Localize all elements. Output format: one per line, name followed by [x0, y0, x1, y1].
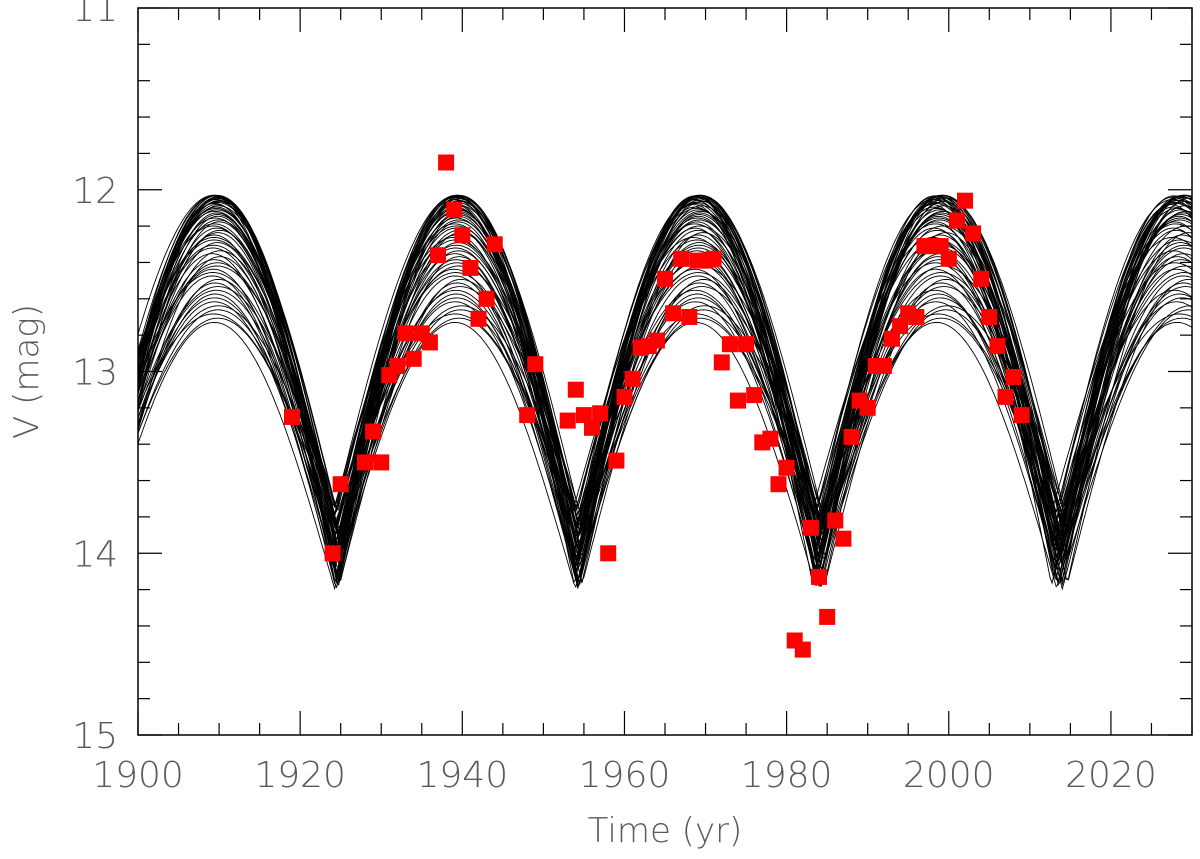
- y-tick-label: 12: [72, 171, 118, 212]
- model-curve: [137, 205, 1193, 537]
- observation-point: [794, 641, 811, 658]
- observation-points: [284, 154, 1030, 658]
- y-tick-label: 15: [72, 716, 118, 757]
- observation-point: [730, 392, 746, 409]
- observation-point: [940, 250, 957, 267]
- observation-point: [470, 310, 487, 327]
- observation-point: [705, 250, 722, 267]
- observation-point: [802, 519, 819, 536]
- observation-point: [673, 250, 690, 267]
- observation-point: [965, 225, 982, 242]
- x-tick-label: 1920: [254, 755, 346, 796]
- observation-point: [357, 454, 373, 471]
- observation-point: [397, 325, 414, 342]
- observation-point: [884, 330, 900, 347]
- model-curves: [137, 194, 1193, 591]
- observation-point: [284, 408, 300, 425]
- x-axis-label: Time (yr): [588, 811, 743, 851]
- model-curve: [137, 301, 1193, 572]
- observation-point: [332, 476, 349, 493]
- observation-point: [365, 423, 382, 440]
- observation-point: [908, 309, 925, 325]
- model-curve: [137, 265, 1193, 514]
- observation-point: [657, 270, 673, 287]
- observation-point: [373, 454, 390, 471]
- x-tick-label: 1900: [92, 755, 184, 796]
- observation-point: [648, 332, 665, 349]
- observation-point: [405, 350, 422, 367]
- observation-point: [616, 388, 633, 405]
- observation-point: [478, 290, 495, 307]
- axis-ticks: [137, 7, 1193, 736]
- observation-point: [738, 336, 755, 353]
- observation-point: [957, 192, 973, 209]
- y-tick-labels: 11 12 13 14 15: [72, 0, 118, 757]
- y-tick-label: 14: [72, 534, 118, 575]
- observation-point: [827, 512, 844, 529]
- y-tick-label: 11: [72, 0, 118, 30]
- observation-point: [446, 201, 463, 218]
- observation-point: [681, 309, 698, 325]
- model-curve: [137, 278, 1193, 585]
- observation-point: [486, 236, 503, 253]
- observation-point: [932, 238, 949, 255]
- observation-point: [454, 227, 471, 244]
- observation-point: [843, 428, 860, 445]
- observation-point: [519, 407, 536, 424]
- observation-point: [1013, 407, 1030, 424]
- observation-point: [713, 354, 730, 371]
- model-curve: [137, 286, 1193, 530]
- observation-point: [973, 270, 990, 287]
- x-tick-label: 1940: [416, 755, 508, 796]
- observation-point: [835, 530, 852, 547]
- y-tick-label: 13: [72, 353, 118, 394]
- x-tick-labels: 1900 1920 1940 1960 1980 2000 2020: [92, 755, 1157, 796]
- observation-point: [600, 545, 617, 562]
- observation-point: [421, 334, 438, 351]
- observation-point: [584, 419, 600, 436]
- observation-point: [567, 381, 584, 398]
- observation-point: [811, 568, 827, 585]
- observation-point: [575, 407, 592, 424]
- observation-point: [438, 154, 455, 171]
- x-tick-label: 1980: [741, 755, 833, 796]
- model-curve: [137, 321, 1193, 591]
- observation-point: [859, 399, 876, 416]
- x-tick-label: 2000: [903, 755, 995, 796]
- y-axis-label: V (mag): [7, 304, 47, 439]
- observation-point: [770, 476, 787, 493]
- observation-point: [608, 452, 625, 469]
- observation-point: [389, 358, 406, 374]
- observation-point: [624, 370, 641, 387]
- observation-point: [997, 388, 1014, 405]
- observation-point: [819, 608, 836, 625]
- observation-point: [1005, 369, 1022, 385]
- observation-point: [875, 358, 892, 374]
- observation-point: [324, 545, 341, 562]
- observation-point: [948, 212, 965, 229]
- observation-point: [746, 387, 763, 404]
- observation-point: [989, 338, 1006, 355]
- observation-point: [665, 305, 682, 322]
- observation-point: [892, 318, 909, 335]
- model-curve: [137, 275, 1193, 569]
- model-curve: [137, 209, 1193, 537]
- observation-point: [559, 412, 576, 429]
- x-tick-label: 2020: [1065, 755, 1157, 796]
- observation-point: [721, 336, 738, 353]
- observation-point: [527, 356, 544, 373]
- observation-point: [778, 459, 795, 476]
- observation-point: [981, 309, 998, 325]
- observation-point: [762, 430, 779, 447]
- x-tick-label: 1960: [579, 755, 671, 796]
- observation-point: [462, 259, 479, 276]
- model-curve: [137, 293, 1193, 582]
- observation-point: [430, 247, 446, 264]
- observation-point: [592, 405, 609, 422]
- model-curve: [137, 305, 1192, 533]
